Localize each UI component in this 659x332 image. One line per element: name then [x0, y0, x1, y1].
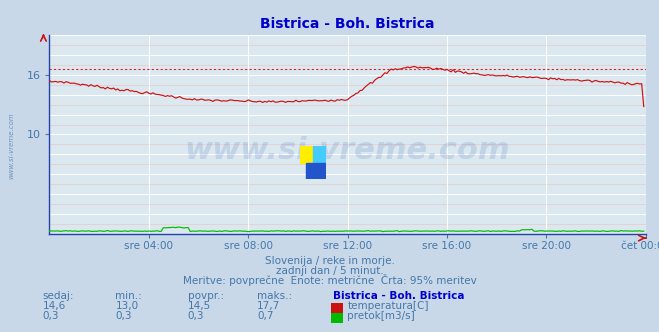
Text: Meritve: povprečne  Enote: metrične  Črta: 95% meritev: Meritve: povprečne Enote: metrične Črta:…: [183, 274, 476, 286]
Bar: [300, 146, 313, 163]
Text: 17,7: 17,7: [257, 301, 280, 311]
Text: sedaj:: sedaj:: [43, 291, 74, 301]
Text: min.:: min.:: [115, 291, 142, 301]
Text: 14,6: 14,6: [43, 301, 66, 311]
Text: temperatura[C]: temperatura[C]: [347, 301, 429, 311]
Text: 0,3: 0,3: [188, 311, 204, 321]
Text: 0,3: 0,3: [43, 311, 59, 321]
Text: maks.:: maks.:: [257, 291, 292, 301]
Text: 0,3: 0,3: [115, 311, 132, 321]
Text: www.si-vreme.com: www.si-vreme.com: [185, 136, 511, 165]
Text: zadnji dan / 5 minut.: zadnji dan / 5 minut.: [275, 266, 384, 276]
Bar: [313, 146, 326, 163]
Text: www.si-vreme.com: www.si-vreme.com: [9, 113, 14, 180]
Text: 13,0: 13,0: [115, 301, 138, 311]
Bar: [306, 163, 326, 179]
Text: 14,5: 14,5: [188, 301, 211, 311]
Title: Bistrica - Boh. Bistrica: Bistrica - Boh. Bistrica: [260, 17, 435, 31]
Text: 0,7: 0,7: [257, 311, 273, 321]
Text: pretok[m3/s]: pretok[m3/s]: [347, 311, 415, 321]
Text: Bistrica - Boh. Bistrica: Bistrica - Boh. Bistrica: [333, 291, 465, 301]
Text: Slovenija / reke in morje.: Slovenija / reke in morje.: [264, 256, 395, 266]
Text: povpr.:: povpr.:: [188, 291, 224, 301]
